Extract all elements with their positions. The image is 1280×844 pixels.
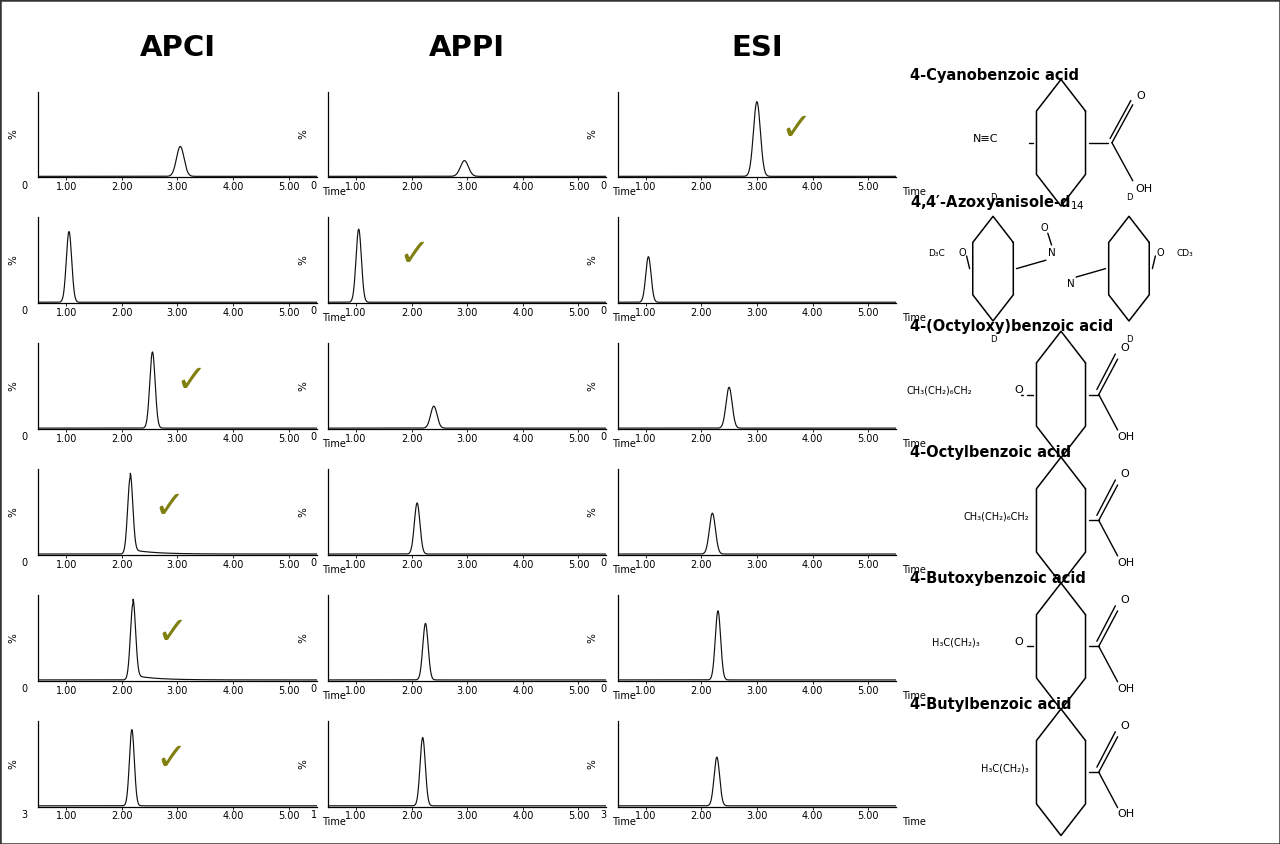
Text: O: O [1015,386,1023,395]
Text: Time: Time [901,691,925,701]
Text: 0: 0 [600,684,607,694]
Text: %: % [298,381,308,391]
Text: D: D [1125,193,1133,203]
Text: %: % [588,255,598,265]
Text: O: O [1156,248,1164,258]
Text: D₃C: D₃C [928,249,945,258]
Text: %: % [9,381,18,391]
Text: Time: Time [612,817,636,827]
Text: D: D [989,193,996,203]
Text: %: % [588,759,598,769]
Text: 0: 0 [22,558,27,568]
Text: 4-Butoxybenzoic acid: 4-Butoxybenzoic acid [910,571,1085,586]
Text: 4-(Octyloxy)benzoic acid: 4-(Octyloxy)benzoic acid [910,319,1114,334]
Text: OH: OH [1117,432,1134,441]
Text: ✓: ✓ [781,112,812,148]
Text: CH₃(CH₂)₆CH₂: CH₃(CH₂)₆CH₂ [906,386,973,395]
Text: 4,4′-Azoxyanisole-d$_{14}$: 4,4′-Azoxyanisole-d$_{14}$ [910,193,1084,213]
Text: %: % [588,633,598,643]
Text: APCI: APCI [140,34,215,62]
Text: OH: OH [1117,684,1134,694]
Text: 0: 0 [600,432,607,442]
Text: 0: 0 [311,306,317,316]
Text: N: N [1047,248,1056,258]
Text: Time: Time [612,313,636,323]
Text: Time: Time [612,565,636,575]
Text: %: % [298,255,308,265]
Text: %: % [298,759,308,769]
Text: O: O [1120,721,1129,731]
Text: O: O [1041,223,1048,233]
Text: %: % [9,633,18,643]
Text: 1: 1 [311,810,317,820]
Text: 0: 0 [311,558,317,568]
Text: CH₃(CH₂)₆CH₂: CH₃(CH₂)₆CH₂ [964,511,1029,522]
Text: N: N [1066,279,1074,289]
Text: O: O [1120,595,1129,605]
Text: N≡C: N≡C [973,133,998,143]
Text: %: % [588,507,598,517]
Text: O: O [1015,637,1024,647]
Text: 4-Butylbenzoic acid: 4-Butylbenzoic acid [910,697,1071,712]
Text: 0: 0 [22,432,27,442]
Text: 0: 0 [22,684,27,694]
Text: Time: Time [901,565,925,575]
Text: Time: Time [901,817,925,827]
Text: O: O [959,248,966,258]
Text: %: % [588,129,598,139]
Text: %: % [298,129,308,139]
Text: %: % [9,507,18,517]
Text: Time: Time [612,439,636,449]
Text: 0: 0 [311,432,317,442]
Text: D: D [989,335,996,344]
Text: 4-Octylbenzoic acid: 4-Octylbenzoic acid [910,445,1071,460]
Text: 0: 0 [600,181,607,191]
Text: Time: Time [323,187,346,197]
Text: %: % [9,129,18,139]
Text: %: % [298,507,308,517]
Text: 0: 0 [600,306,607,316]
Text: CD₃: CD₃ [1176,249,1194,258]
Text: Time: Time [901,313,925,323]
Text: Time: Time [323,313,346,323]
Text: Time: Time [612,691,636,701]
Text: 0: 0 [600,558,607,568]
Text: Time: Time [323,439,346,449]
Text: %: % [298,633,308,643]
Text: H₃C(CH₂)₃: H₃C(CH₂)₃ [932,637,979,647]
Text: O: O [1135,91,1144,101]
Text: Time: Time [901,439,925,449]
Text: 0: 0 [311,684,317,694]
Text: OH: OH [1135,184,1152,194]
Text: ✓: ✓ [156,615,188,652]
Text: Time: Time [323,565,346,575]
Text: APPI: APPI [429,34,506,62]
Text: ESI: ESI [731,34,783,62]
Text: ✓: ✓ [154,490,184,526]
Text: Time: Time [323,817,346,827]
Text: OH: OH [1117,558,1134,568]
Text: D: D [1125,335,1133,344]
Text: ✓: ✓ [175,364,207,400]
Text: Time: Time [901,187,925,197]
Text: ✓: ✓ [398,238,430,274]
Text: 3: 3 [600,810,607,820]
Text: O: O [1120,344,1129,353]
Text: OH: OH [1117,809,1134,820]
Text: Time: Time [612,187,636,197]
Text: 4-Cyanobenzoic acid: 4-Cyanobenzoic acid [910,68,1079,83]
Text: O: O [1120,469,1129,479]
Text: Time: Time [323,691,346,701]
Text: 3: 3 [22,810,27,820]
Text: 0: 0 [311,181,317,191]
Text: 0: 0 [22,306,27,316]
Text: %: % [588,381,598,391]
Text: %: % [9,759,18,769]
Text: %: % [9,255,18,265]
Text: H₃C(CH₂)₃: H₃C(CH₂)₃ [982,763,1029,773]
Text: 0: 0 [22,181,27,191]
Text: ✓: ✓ [155,742,187,777]
